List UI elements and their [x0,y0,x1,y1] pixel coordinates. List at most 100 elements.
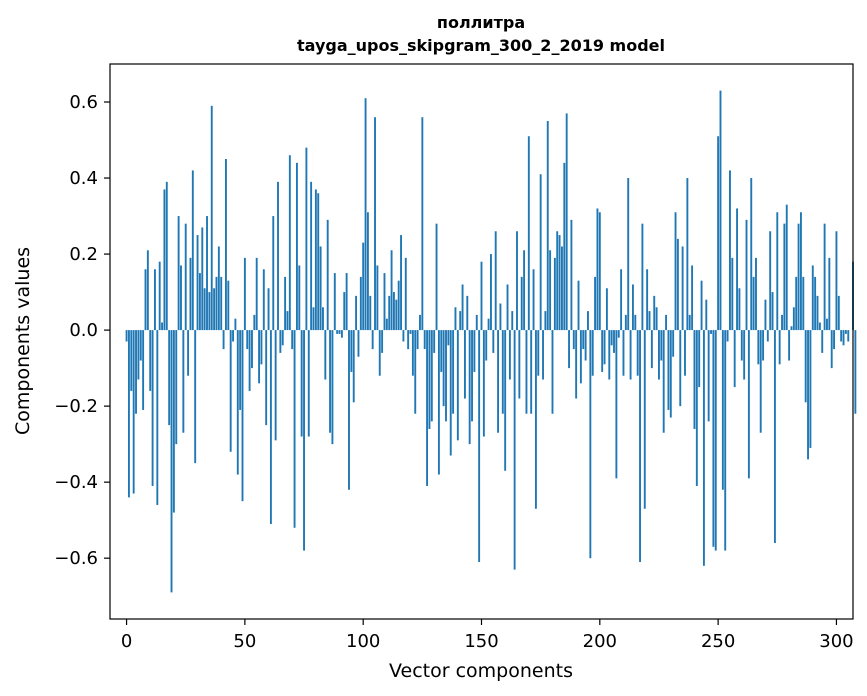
bar [795,276,798,331]
bar [220,276,223,331]
bar [234,318,237,331]
bar [142,330,145,410]
bar [440,330,443,372]
x-tick-label: 100 [346,631,380,652]
bar [251,330,253,369]
bar [589,330,592,559]
bar [400,235,402,331]
bar [378,330,381,376]
bar [265,330,268,426]
bar [778,330,781,365]
bar [504,330,507,471]
bar [660,330,663,361]
bar [357,330,360,357]
bar [137,330,140,380]
bar [447,330,450,346]
x-tick-label: 50 [233,631,256,652]
bar [371,330,374,350]
bar [681,246,684,331]
bar [499,303,502,331]
bar [127,330,130,498]
bar [305,147,308,331]
bar [208,292,211,331]
bar [201,227,204,331]
bar [549,250,552,331]
bar [232,330,234,342]
bar [624,314,627,331]
bar [551,330,554,414]
bar [828,257,831,331]
bar [187,330,190,376]
bar [804,330,807,403]
bar [180,265,182,331]
bar [130,330,133,391]
bar [194,330,197,464]
bar [776,212,779,331]
bar [395,299,398,331]
bar [672,330,675,357]
bar [596,208,599,331]
bar [721,330,724,490]
bar [175,330,178,445]
bar [790,326,793,331]
bar [146,250,149,331]
bar [466,295,469,331]
bar [570,219,573,331]
bar [236,330,239,475]
bar [527,136,530,331]
bar [733,330,736,388]
bar [603,330,606,365]
bar [338,330,341,334]
bar [288,155,291,331]
bar [802,276,805,331]
bar [191,170,194,331]
bar [433,330,436,353]
bar [669,330,672,418]
y-tick-label: −0.4 [54,472,98,493]
bar [729,170,731,331]
bar [177,216,180,331]
bar [475,314,478,331]
bar [144,269,147,331]
bar [227,280,230,331]
bar [222,330,225,350]
bar [248,330,251,391]
bar [274,330,277,441]
bar [643,330,646,509]
bar [674,212,677,331]
bar [575,330,578,399]
bar [582,330,585,350]
bar [724,330,727,551]
bar [336,330,339,334]
bar [667,330,670,410]
bar [544,311,547,331]
bar [272,216,275,331]
bar [655,307,658,331]
bar [627,178,630,331]
bar [442,330,445,407]
x-tick-label: 150 [464,631,498,652]
bar [459,311,462,331]
x-tick-label: 250 [701,631,735,652]
bar [591,330,594,376]
bar [286,311,289,331]
y-tick-label: −0.2 [54,396,98,417]
bar [203,288,206,331]
bar [712,330,715,547]
bar [539,174,542,331]
bar [430,330,433,422]
bar [310,181,313,331]
bar [707,330,710,422]
bar [478,330,481,562]
bar [553,257,556,331]
bar [577,280,580,331]
chart-subtitle: tayga_upos_skipgram_300_2_2019 model [297,36,665,55]
bar [719,90,722,331]
bar [700,280,703,331]
bar [390,250,393,331]
bar [792,307,795,331]
bar [300,330,303,437]
bar [163,189,166,331]
bar [811,265,814,331]
y-tick-label: 0.4 [69,168,98,189]
